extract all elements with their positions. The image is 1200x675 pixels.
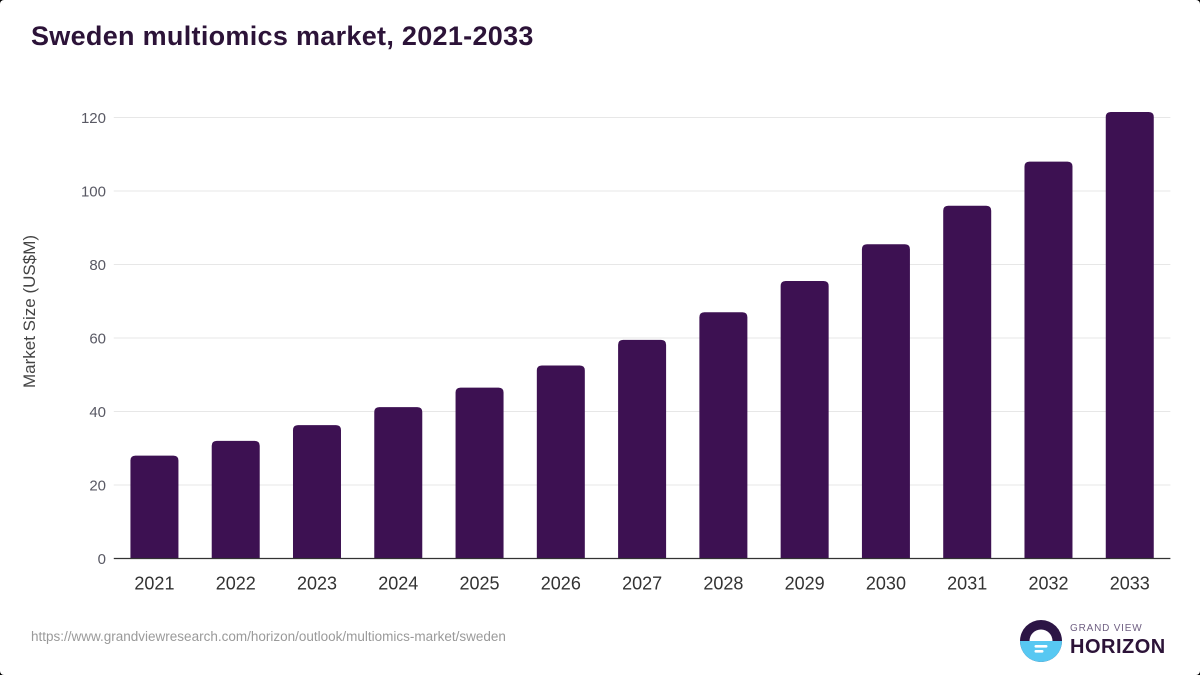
svg-text:20: 20	[89, 478, 106, 495]
svg-text:2027: 2027	[622, 574, 662, 594]
svg-text:2026: 2026	[541, 574, 581, 594]
svg-text:80: 80	[89, 257, 106, 274]
svg-text:40: 40	[89, 404, 106, 421]
svg-text:120: 120	[81, 110, 106, 127]
svg-text:100: 100	[81, 184, 106, 201]
svg-text:2028: 2028	[703, 574, 743, 594]
svg-text:2031: 2031	[947, 574, 987, 594]
svg-text:2032: 2032	[1028, 574, 1068, 594]
svg-text:2022: 2022	[216, 574, 256, 594]
svg-text:2024: 2024	[378, 574, 418, 594]
svg-text:2023: 2023	[297, 574, 337, 594]
svg-text:60: 60	[89, 331, 106, 348]
svg-text:2025: 2025	[460, 574, 500, 594]
svg-text:2030: 2030	[866, 574, 906, 594]
svg-text:0: 0	[98, 551, 106, 568]
svg-text:2021: 2021	[134, 574, 174, 594]
svg-text:2029: 2029	[785, 574, 825, 594]
svg-text:2033: 2033	[1110, 574, 1150, 594]
